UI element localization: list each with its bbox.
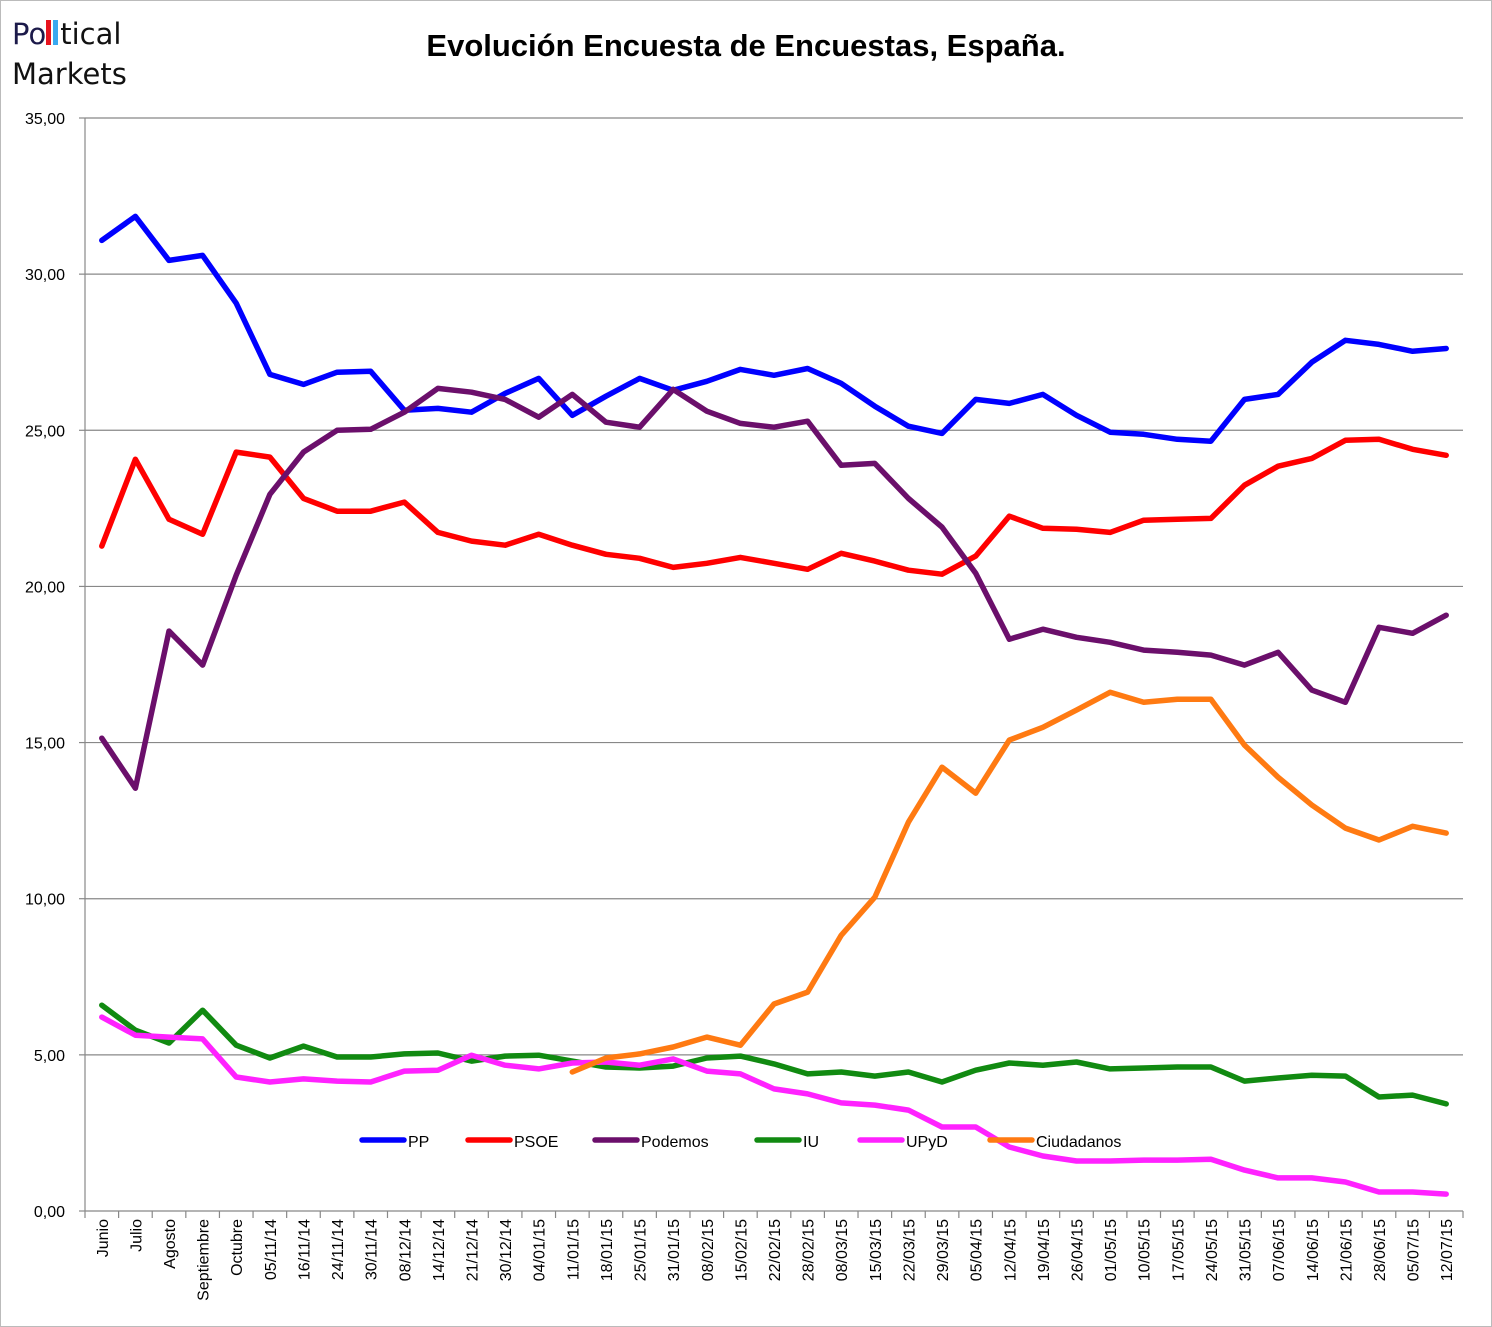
y-tick-label: 35,00 <box>25 111 65 128</box>
legend-label: UPyD <box>906 1134 948 1151</box>
x-tick-label: 11/01/15 <box>565 1219 582 1280</box>
x-tick-label: 17/05/15 <box>1170 1219 1187 1281</box>
x-tick-label: 08/12/14 <box>397 1219 414 1281</box>
legend-label: IU <box>803 1134 819 1151</box>
logo-blue-bar <box>53 20 59 45</box>
x-tick-label: 22/02/15 <box>767 1219 784 1281</box>
x-tick-label: 12/07/15 <box>1439 1219 1456 1281</box>
x-tick-label: 14/12/14 <box>431 1219 448 1281</box>
chart-title: Evolución Encuesta de Encuestas, España. <box>426 28 1066 63</box>
series-line-podemos <box>99 385 1449 791</box>
series-line-upyd <box>99 1014 1449 1197</box>
y-tick-label: 15,00 <box>25 736 65 753</box>
x-tick-label: 28/02/15 <box>801 1219 818 1281</box>
x-tick-label: 31/01/15 <box>666 1219 683 1281</box>
series-line-pp <box>99 213 1449 444</box>
x-tick-label: 21/12/14 <box>465 1219 482 1281</box>
x-tick-label: Septiembre <box>196 1219 213 1301</box>
y-tick-label: 5,00 <box>34 1048 65 1065</box>
y-tick-label: 25,00 <box>25 423 65 440</box>
x-tick-label: 21/06/15 <box>1338 1219 1355 1281</box>
x-tick-label: 08/02/15 <box>700 1219 717 1281</box>
y-tick-label: 30,00 <box>25 267 65 284</box>
x-tick-label: Agosto <box>162 1219 179 1269</box>
x-tick-label: 12/04/15 <box>1002 1219 1019 1281</box>
x-tick-label: 05/07/15 <box>1406 1219 1423 1281</box>
logo-text-po: Po <box>12 17 47 51</box>
logo-red-bar <box>46 20 52 45</box>
legend-label: PP <box>408 1134 429 1151</box>
logo-text-markets: Markets <box>12 57 127 91</box>
legend-label: Ciudadanos <box>1036 1134 1121 1151</box>
x-tick-label: 08/03/15 <box>834 1219 851 1281</box>
y-tick-label: 0,00 <box>34 1204 65 1221</box>
x-tick-label: 10/05/15 <box>1137 1219 1154 1281</box>
y-tick-label: 10,00 <box>25 892 65 909</box>
x-tick-label: 30/12/14 <box>498 1219 515 1281</box>
series-line-ciudadanos <box>569 689 1449 1075</box>
series-line-iu <box>99 1002 1449 1107</box>
series-line-psoe <box>99 436 1449 577</box>
x-tick-label: 07/06/15 <box>1271 1219 1288 1281</box>
x-tick-label: 22/03/15 <box>901 1219 918 1281</box>
x-tick-label: Junio <box>95 1219 112 1257</box>
logo-text-tical: tical <box>60 17 122 51</box>
x-tick-label: 24/11/14 <box>330 1219 347 1280</box>
x-tick-label: 24/05/15 <box>1204 1219 1221 1281</box>
legend-label: PSOE <box>514 1134 558 1151</box>
x-tick-label: 16/11/14 <box>296 1219 313 1280</box>
x-tick-label: Octubre <box>229 1219 246 1276</box>
x-tick-label: 29/03/15 <box>935 1219 952 1281</box>
x-tick-label: 26/04/15 <box>1069 1219 1086 1281</box>
x-tick-label: 04/01/15 <box>532 1219 549 1281</box>
x-tick-label: 14/06/15 <box>1305 1219 1322 1281</box>
x-tick-label: 01/05/15 <box>1103 1219 1120 1281</box>
x-tick-label: 28/06/15 <box>1372 1219 1389 1281</box>
y-tick-label: 20,00 <box>25 579 65 596</box>
x-tick-label: 15/03/15 <box>868 1219 885 1281</box>
x-tick-label: 25/01/15 <box>633 1219 650 1281</box>
x-tick-label: 30/11/14 <box>364 1219 381 1280</box>
legend-label: Podemos <box>641 1134 709 1151</box>
x-tick-label: Julio <box>128 1219 145 1252</box>
political-markets-logo: Po tical Markets <box>12 14 127 94</box>
x-tick-label: 18/01/15 <box>599 1219 616 1281</box>
x-tick-label: 31/05/15 <box>1238 1219 1255 1281</box>
x-tick-label: 05/11/14 <box>263 1219 280 1280</box>
x-tick-label: 05/04/15 <box>969 1219 986 1281</box>
x-tick-label: 15/02/15 <box>733 1219 750 1281</box>
x-tick-label: 19/04/15 <box>1036 1219 1053 1281</box>
